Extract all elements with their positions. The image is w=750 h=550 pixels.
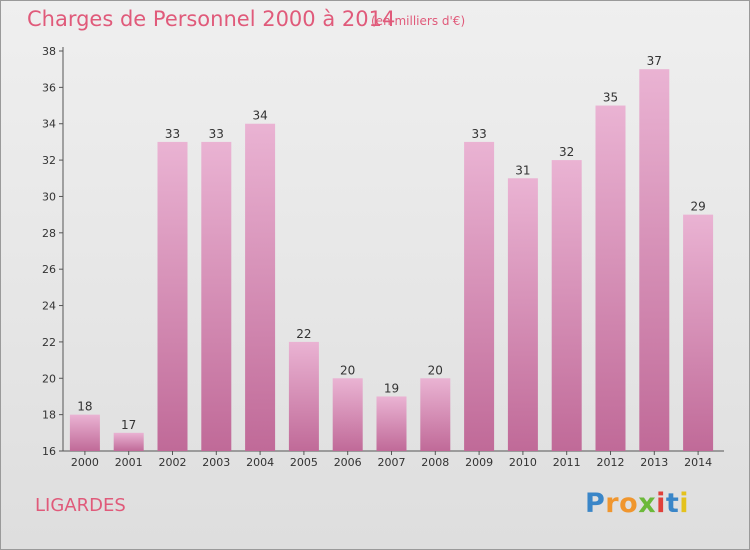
bar-data-label: 19 xyxy=(384,381,399,395)
y-tick-label: 16 xyxy=(42,445,56,458)
bar-data-label: 34 xyxy=(252,109,267,123)
y-tick-label: 30 xyxy=(42,190,56,203)
y-tick-label: 32 xyxy=(42,154,56,167)
x-tick-label: 2006 xyxy=(334,456,362,469)
x-axis: 2000 2001 2002 2003 2004 2005 2006 2007 2008 2009… xyxy=(63,450,724,469)
bar-data-label: 31 xyxy=(515,163,530,177)
x-tick-label: 2002 xyxy=(159,456,187,469)
proxiti-logo[interactable]: Proxiti xyxy=(585,488,689,519)
logo-letter: o xyxy=(619,488,639,519)
x-tick-label: 2004 xyxy=(246,456,274,469)
bar-data-label: 18 xyxy=(77,400,92,414)
bar xyxy=(69,414,100,451)
y-tick-label: 36 xyxy=(42,81,56,94)
commune-name: LIGARDES xyxy=(35,495,126,516)
y-tick-label: 20 xyxy=(42,372,56,385)
y-axis: 16 18 20 22 24 26 28 30 32 34 36 38 xyxy=(42,45,64,458)
y-tick-label: 22 xyxy=(42,336,56,349)
x-tick-label: 2008 xyxy=(421,456,449,469)
bar xyxy=(507,178,538,452)
bar xyxy=(464,141,495,451)
bar xyxy=(201,141,232,451)
logo-letter: x xyxy=(638,488,657,519)
x-tick-label: 2011 xyxy=(553,456,581,469)
y-tick-label: 28 xyxy=(42,227,56,240)
bar xyxy=(639,69,670,451)
y-tick-label: 34 xyxy=(42,118,56,131)
bar-data-label: 32 xyxy=(559,145,574,159)
x-tick-label: 2012 xyxy=(597,456,625,469)
logo-letter: t xyxy=(665,488,680,519)
bar xyxy=(683,214,714,451)
bar-data-label: 29 xyxy=(690,200,705,214)
bar-data-label: 33 xyxy=(471,127,486,141)
y-tick-label: 24 xyxy=(42,300,56,313)
logo-letter: P xyxy=(585,488,606,519)
bar-data-label: 20 xyxy=(428,363,443,377)
bar xyxy=(113,432,144,451)
bar xyxy=(245,123,276,452)
bar-data-label: 17 xyxy=(121,418,136,432)
bar-data-label: 33 xyxy=(209,127,224,141)
bar xyxy=(332,378,363,451)
logo-letter: i xyxy=(679,488,690,519)
x-tick-label: 2014 xyxy=(684,456,712,469)
x-tick-label: 2003 xyxy=(202,456,230,469)
bar xyxy=(376,396,407,451)
x-tick-label: 2010 xyxy=(509,456,537,469)
bar xyxy=(595,105,626,451)
chart-subtitle: (en milliers d'€) xyxy=(371,14,466,28)
x-tick-label: 2005 xyxy=(290,456,318,469)
bar xyxy=(420,378,451,451)
x-tick-label: 2013 xyxy=(640,456,668,469)
logo-letter: i xyxy=(656,488,666,519)
bar-data-labels: 18 17 33 33 34 22 20 19 20 33 31 32 35 37 29 xyxy=(77,54,705,432)
x-tick-label: 2007 xyxy=(378,456,406,469)
bar-data-label: 20 xyxy=(340,363,355,377)
bar-data-label: 37 xyxy=(647,54,662,68)
x-tick-label: 2001 xyxy=(115,456,143,469)
logo-letter: r xyxy=(605,488,620,519)
bar-series xyxy=(69,69,714,452)
bar-data-label: 22 xyxy=(296,327,311,341)
y-tick-label: 26 xyxy=(42,263,56,276)
bar xyxy=(288,341,319,451)
x-tick-label: 2000 xyxy=(71,456,99,469)
bar xyxy=(157,141,188,451)
y-tick-label: 38 xyxy=(42,45,56,58)
bar xyxy=(551,160,582,451)
chart-title: Charges de Personnel 2000 à 2014 xyxy=(27,7,396,31)
x-tick-label: 2009 xyxy=(465,456,493,469)
bar-data-label: 33 xyxy=(165,127,180,141)
bar-data-label: 35 xyxy=(603,91,618,105)
y-tick-label: 18 xyxy=(42,409,56,422)
